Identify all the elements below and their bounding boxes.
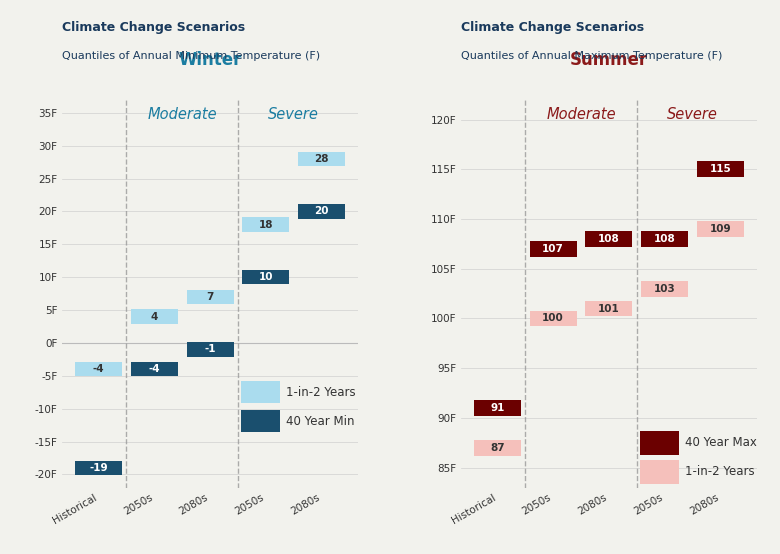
Bar (243, 217, 289, 232)
Bar (530, 311, 576, 326)
Text: 40 Year Min: 40 Year Min (286, 415, 355, 428)
Bar (298, 152, 345, 166)
Text: 7: 7 (207, 292, 214, 302)
Text: Moderate: Moderate (147, 107, 217, 122)
Text: 4: 4 (151, 312, 158, 322)
Bar (530, 241, 576, 257)
Text: 18: 18 (259, 219, 273, 229)
Text: 108: 108 (598, 234, 620, 244)
Bar (640, 460, 679, 484)
Bar (241, 381, 280, 403)
Bar (186, 342, 233, 357)
Bar (641, 281, 688, 296)
Bar (243, 270, 289, 284)
Bar (697, 161, 744, 177)
Text: Severe: Severe (667, 107, 718, 122)
Text: -4: -4 (93, 364, 105, 374)
Bar (75, 460, 122, 475)
Bar (131, 362, 178, 376)
Text: 103: 103 (654, 284, 675, 294)
Text: -4: -4 (148, 364, 160, 374)
Text: Climate Change Scenarios: Climate Change Scenarios (62, 21, 246, 34)
Text: Quantiles of Annual Maximum Temperature (F): Quantiles of Annual Maximum Temperature … (461, 51, 722, 61)
Bar (75, 362, 122, 376)
Bar (131, 309, 178, 324)
Text: 1-in-2 Years: 1-in-2 Years (686, 465, 755, 478)
Text: 100: 100 (542, 314, 564, 324)
Text: Winter: Winter (179, 51, 242, 69)
Bar (586, 231, 633, 247)
Text: Climate Change Scenarios: Climate Change Scenarios (461, 21, 644, 34)
Text: Moderate: Moderate (546, 107, 616, 122)
Text: 108: 108 (654, 234, 675, 244)
Bar (186, 290, 233, 304)
Bar (641, 231, 688, 247)
Bar (697, 221, 744, 237)
Bar (586, 301, 633, 316)
Text: -19: -19 (90, 463, 108, 473)
Bar (241, 411, 280, 432)
Text: 107: 107 (542, 244, 564, 254)
Text: 1-in-2 Years: 1-in-2 Years (286, 386, 356, 399)
Text: Summer: Summer (570, 51, 648, 69)
Bar (474, 440, 521, 456)
Text: 10: 10 (259, 272, 273, 282)
Text: 115: 115 (710, 165, 731, 175)
Text: -1: -1 (204, 345, 216, 355)
Text: 20: 20 (314, 207, 329, 217)
Bar (474, 400, 521, 416)
Text: 28: 28 (314, 154, 329, 164)
Text: Quantiles of Annual Minimum Temperature (F): Quantiles of Annual Minimum Temperature … (62, 51, 321, 61)
Bar (640, 431, 679, 455)
Bar (298, 204, 345, 219)
Text: 40 Year Max: 40 Year Max (686, 436, 757, 449)
Text: 87: 87 (490, 443, 505, 453)
Text: Severe: Severe (268, 107, 319, 122)
Text: 101: 101 (598, 304, 620, 314)
Text: 91: 91 (491, 403, 505, 413)
Text: 109: 109 (710, 224, 731, 234)
